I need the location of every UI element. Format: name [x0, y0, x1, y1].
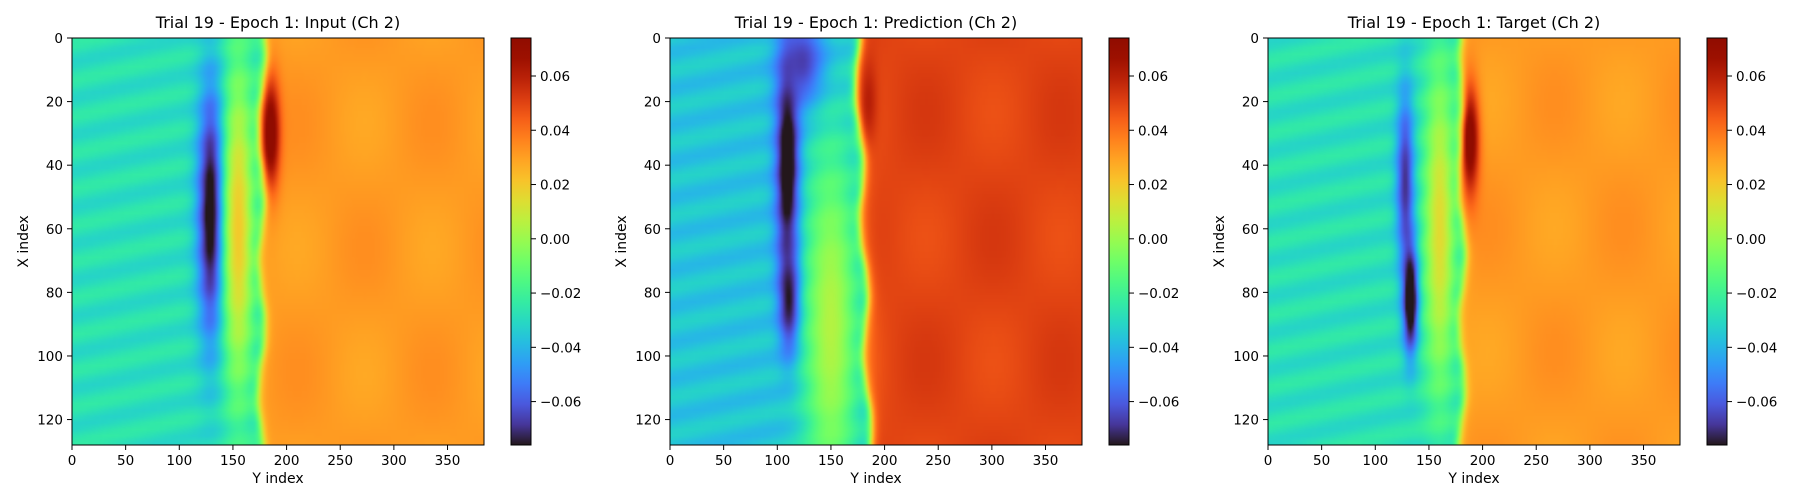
y-tick-label: 120 — [1233, 413, 1259, 429]
y-tick-label: 100 — [635, 349, 661, 365]
x-tick-label: 50 — [1313, 453, 1330, 469]
chart-title: Trial 19 - Epoch 1: Input (Ch 2) — [155, 13, 400, 32]
colorbar-tick-label: −0.02 — [540, 286, 581, 302]
colorbar-tick-label: 0.04 — [540, 123, 570, 139]
y-tick-label: 100 — [37, 349, 63, 365]
x-tick-label: 350 — [435, 453, 461, 469]
colorbar-tick-label: 0.06 — [1736, 69, 1766, 85]
colorbar-tick-label: −0.02 — [1736, 286, 1777, 302]
x-tick-label: 50 — [117, 453, 134, 469]
x-tick-label: 200 — [872, 453, 898, 469]
x-axis-label: Y index — [251, 471, 303, 487]
y-tick-label: 80 — [46, 285, 63, 301]
chart-title: Trial 19 - Epoch 1: Prediction (Ch 2) — [734, 13, 1017, 32]
x-tick-label: 0 — [1264, 453, 1273, 469]
x-tick-label: 250 — [327, 453, 353, 469]
y-tick-label: 40 — [1242, 158, 1259, 174]
colorbar — [1706, 37, 1728, 446]
colorbar-tick-label: −0.06 — [540, 395, 581, 411]
colorbar-tick-label: 0.02 — [1736, 178, 1766, 194]
x-tick-label: 250 — [925, 453, 951, 469]
heatmap-image — [72, 38, 484, 445]
y-tick-label: 60 — [46, 222, 63, 238]
colorbar-tick-label: −0.02 — [1138, 286, 1179, 302]
x-tick-label: 100 — [764, 453, 790, 469]
y-tick-label: 0 — [652, 31, 661, 47]
heatmap-image — [1268, 38, 1680, 445]
y-axis-label: X index — [614, 215, 630, 267]
colorbar-tick-label: −0.04 — [540, 340, 581, 356]
y-tick-label: 120 — [37, 413, 63, 429]
chart-title: Trial 19 - Epoch 1: Target (Ch 2) — [1347, 13, 1600, 32]
x-tick-label: 300 — [381, 453, 407, 469]
heatmap-image — [670, 38, 1082, 445]
y-tick-label: 60 — [1242, 222, 1259, 238]
x-tick-label: 250 — [1523, 453, 1549, 469]
x-tick-label: 350 — [1631, 453, 1657, 469]
x-tick-label: 300 — [979, 453, 1005, 469]
colorbar-tick-label: −0.04 — [1138, 340, 1179, 356]
colorbar-tick-label: −0.06 — [1138, 395, 1179, 411]
x-axis-label: Y index — [849, 471, 901, 487]
colorbar-tick-label: 0.06 — [1138, 69, 1168, 85]
colorbar-tick-label: 0.02 — [540, 178, 570, 194]
y-tick-label: 0 — [54, 31, 63, 47]
x-tick-label: 150 — [220, 453, 246, 469]
y-tick-label: 100 — [1233, 349, 1259, 365]
x-tick-label: 0 — [68, 453, 77, 469]
x-tick-label: 100 — [1362, 453, 1388, 469]
colorbar-tick-label: 0.04 — [1138, 123, 1168, 139]
colorbar-tick-label: 0.00 — [1736, 232, 1766, 248]
colorbar-tick-label: −0.04 — [1736, 340, 1777, 356]
y-tick-label: 40 — [46, 158, 63, 174]
y-tick-label: 20 — [644, 95, 661, 111]
colorbar — [1108, 37, 1130, 446]
panel-0: Trial 19 - Epoch 1: Input (Ch 2) 0 50 100 15… — [16, 13, 581, 487]
colorbar-tick-label: 0.00 — [540, 232, 570, 248]
colorbar — [510, 37, 532, 446]
y-tick-label: 80 — [644, 285, 661, 301]
x-tick-label: 0 — [666, 453, 675, 469]
panel-2: Trial 19 - Epoch 1: Target (Ch 2) 0 50 100 1… — [1212, 13, 1777, 487]
plot-frame — [669, 37, 1083, 446]
x-tick-label: 200 — [1470, 453, 1496, 469]
y-tick-label: 60 — [644, 222, 661, 238]
y-tick-label: 40 — [644, 158, 661, 174]
x-tick-label: 50 — [715, 453, 732, 469]
colorbar-tick-label: −0.06 — [1736, 395, 1777, 411]
x-tick-label: 100 — [166, 453, 192, 469]
y-tick-label: 120 — [635, 413, 661, 429]
colorbar-tick-label: 0.06 — [540, 69, 570, 85]
panel-1: Trial 19 - Epoch 1: Prediction (Ch 2) 0 50… — [614, 13, 1179, 487]
y-tick-label: 20 — [1242, 95, 1259, 111]
x-tick-label: 200 — [274, 453, 300, 469]
x-tick-label: 150 — [818, 453, 844, 469]
x-tick-label: 350 — [1033, 453, 1059, 469]
plot-frame — [1267, 37, 1681, 446]
y-tick-label: 0 — [1250, 31, 1259, 47]
x-axis-label: Y index — [1447, 471, 1499, 487]
x-tick-label: 300 — [1577, 453, 1603, 469]
plot-frame — [71, 37, 485, 446]
colorbar-tick-label: 0.02 — [1138, 178, 1168, 194]
colorbar-tick-label: 0.00 — [1138, 232, 1168, 248]
y-tick-label: 80 — [1242, 285, 1259, 301]
y-axis-label: X index — [1212, 215, 1228, 267]
x-tick-label: 150 — [1416, 453, 1442, 469]
colorbar-tick-label: 0.04 — [1736, 123, 1766, 139]
y-tick-label: 20 — [46, 95, 63, 111]
y-axis-label: X index — [16, 215, 32, 267]
